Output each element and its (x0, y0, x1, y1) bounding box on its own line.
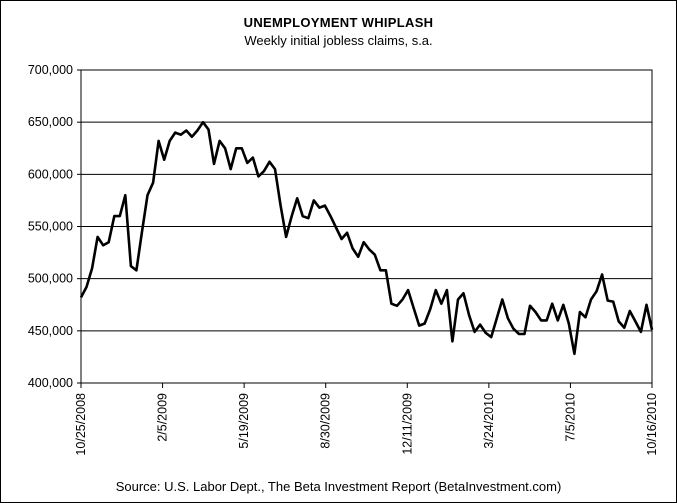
y-tick-label: 500,000 (28, 272, 73, 286)
y-tick-label: 600,000 (28, 167, 73, 181)
plot-area (80, 69, 653, 384)
y-tick-label: 700,000 (28, 63, 73, 77)
x-tick-label: 12/11/2009 (400, 393, 414, 455)
x-tick-label: 10/25/2008 (74, 393, 88, 456)
y-tick-label: 450,000 (28, 324, 73, 338)
x-tick-label: 3/24/2010 (482, 393, 496, 449)
series-line-jobless-claims (79, 120, 654, 356)
chart-source: Source: U.S. Labor Dept., The Beta Inves… (115, 479, 562, 494)
x-tick-label: 5/19/2009 (237, 393, 251, 449)
y-tick-label: 650,000 (28, 115, 73, 129)
chart-subtitle: Weekly initial jobless claims, s.a. (244, 33, 433, 48)
x-tick-label: 7/5/2010 (563, 393, 577, 442)
x-tick-label: 2/5/2009 (156, 393, 170, 442)
x-tick-label: 8/30/2009 (319, 393, 333, 449)
y-tick-label: 400,000 (28, 376, 73, 390)
chart-title: UNEMPLOYMENT WHIPLASH (243, 15, 434, 30)
y-tick-label: 550,000 (28, 220, 73, 234)
x-tick-label: 10/16/2010 (645, 393, 659, 456)
